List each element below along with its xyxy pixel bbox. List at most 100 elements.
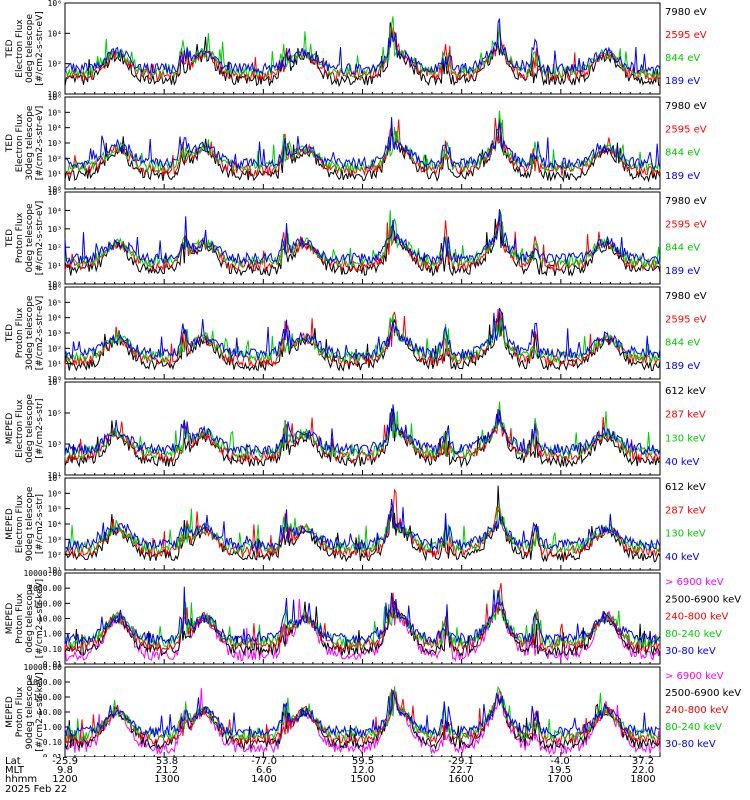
footer-value: -77.0 xyxy=(251,756,277,767)
y-tick-label: 10² xyxy=(48,60,62,69)
footer-value: 1700 xyxy=(547,774,573,785)
trace-240-800-kev xyxy=(64,582,661,653)
y-tick-label: 10⁰ xyxy=(48,185,62,194)
panel-5: 10¹ 10³ 10⁵ 10⁷ MEPED Electron Flux 0deg teles… xyxy=(5,378,706,480)
y-tick-label: 10¹ xyxy=(48,566,62,575)
legend-entry: 30-80 keV xyxy=(665,646,716,657)
y-axis-label: 0deg telescope xyxy=(25,14,35,84)
y-axis-label: [#/cm2-s-str] xyxy=(35,398,45,458)
footer-value: -29.1 xyxy=(448,756,474,767)
legend-entry: 844 eV xyxy=(665,53,700,64)
y-tick-label: 10⁶ xyxy=(48,283,62,292)
y-tick-label: 10⁵ xyxy=(48,108,62,117)
y-axis-label: [#/cm2-s-str] xyxy=(35,494,45,554)
y-tick-label: 10⁵ xyxy=(48,505,62,514)
y-axis-label: 30deg telescope xyxy=(25,105,35,180)
footer-row-hhmm: hhmm 1200 1300 1400 1500 1600 1700 1800 xyxy=(0,775,750,785)
y-tick-label: 10⁴ xyxy=(48,206,62,215)
footer-value: 1200 xyxy=(52,774,78,785)
y-axis-label: MEPED xyxy=(5,603,15,635)
y-tick-label: 10⁰ xyxy=(48,375,62,384)
footer-value: 53.8 xyxy=(155,756,179,767)
footer-value: -25.9 xyxy=(52,756,78,767)
trace--6900-kev xyxy=(64,688,661,755)
panel-1: 10⁰ 10² 10⁴ 10⁶ TED Electron Flux 0deg telesco… xyxy=(5,0,707,99)
y-tick-label: 10⁵ xyxy=(48,409,62,418)
y-tick-label: 10² xyxy=(48,344,62,353)
legend-entry: 287 keV xyxy=(665,505,706,516)
legend-entry: 2500-6900 keV xyxy=(665,688,741,699)
legend-entry: 80-240 keV xyxy=(665,629,722,640)
legend-entry: 130 keV xyxy=(665,529,706,540)
y-axis-label: [#/cm2-s-str-keV] xyxy=(35,579,45,658)
footer-value: 1600 xyxy=(448,774,474,785)
footer-value: 12.0 xyxy=(351,765,375,776)
footer-value: 1500 xyxy=(350,774,376,785)
trace-30-80-kev xyxy=(64,690,661,739)
legend-entry: 2595 eV xyxy=(665,314,707,325)
y-axis-label: TED xyxy=(5,39,15,58)
y-tick-label: 10³ xyxy=(48,329,62,338)
legend-entry: 612 keV xyxy=(665,386,706,397)
trace-40-kev xyxy=(64,498,661,552)
legend-entry: 189 eV xyxy=(665,171,700,182)
trace-612-kev xyxy=(64,407,661,469)
trace-40-kev xyxy=(64,404,661,456)
footer-value: 6.6 xyxy=(256,765,272,776)
trace-189-ev xyxy=(64,18,661,76)
trace-844-ev xyxy=(64,16,661,79)
footer-row-mlt: MLT 9.8 21.2 6.6 12.0 22.7 19.5 22.0 xyxy=(0,766,750,776)
trace-80-240-kev xyxy=(64,589,661,650)
y-axis-label: [#/cm2-s-str-eV] xyxy=(35,201,45,276)
footer-value: 1300 xyxy=(154,774,180,785)
legend-entry: 80-240 keV xyxy=(665,722,722,733)
footer-value: -4.0 xyxy=(550,756,570,767)
y-tick-label: 10³ xyxy=(48,225,62,234)
legend-entry: 2595 eV xyxy=(665,124,707,135)
y-tick-label: 10⁶ xyxy=(48,489,62,498)
legend-entry: 7980 eV xyxy=(665,291,707,302)
footer-value: 22.7 xyxy=(449,765,473,776)
footer-value: 9.8 xyxy=(57,765,73,776)
y-axis-label: Proton Flux xyxy=(15,593,25,644)
y-tick-label: 10¹ xyxy=(48,170,62,179)
legend-entry: 30-80 keV xyxy=(665,739,716,750)
y-axis-label: [#/cm2-s-str-eV] xyxy=(35,296,45,371)
panel-3: 10⁰ 10¹ 10² 10³ 10⁴ 10⁵ TED Proton Flux 0deg tel… xyxy=(5,188,707,289)
legend-entry: 7980 eV xyxy=(665,7,707,18)
y-tick-label: 100.00 xyxy=(33,599,62,608)
legend-entry: 2500-6900 keV xyxy=(665,594,741,605)
trace-287-kev xyxy=(64,488,661,559)
y-tick-label: 100.00 xyxy=(33,693,62,702)
y-tick-label: 10⁴ xyxy=(48,314,62,323)
legend-entry: 2595 eV xyxy=(665,30,707,41)
footer-value: 22.0 xyxy=(631,765,655,776)
y-tick-label: 10¹ xyxy=(48,471,62,480)
y-tick-label: 10³ xyxy=(48,535,62,544)
footer-value: 21.2 xyxy=(155,765,179,776)
y-tick-label: 10000.00 xyxy=(23,663,62,672)
y-tick-label: 10⁰ xyxy=(48,280,62,289)
panel-stack: 10⁰ 10² 10⁴ 10⁶ TED Electron Flux 0deg telesco… xyxy=(5,0,741,757)
footer-row-name: Lat xyxy=(5,756,21,767)
trace-2500-6900-kev xyxy=(64,600,661,657)
trace-189-ev xyxy=(64,117,661,171)
y-axis-label: 90deg telescope xyxy=(25,486,35,561)
y-axis-label: 30deg telescope xyxy=(25,295,35,370)
y-tick-label: 10³ xyxy=(48,440,62,449)
y-tick-label: 10.00 xyxy=(38,615,62,624)
y-tick-label: 1000.00 xyxy=(28,678,62,687)
legend-entry: 844 eV xyxy=(665,148,700,159)
legend-entry: 40 keV xyxy=(665,552,699,563)
y-axis-label: Electron Flux xyxy=(15,113,25,172)
footer-date-row: 2025 Feb 22 xyxy=(0,785,750,795)
y-axis-label: 90deg telescope xyxy=(25,674,35,749)
panel-7: 0.01 0.10 1.00 10.00 100.00 1000.00 10000.00 ME… xyxy=(5,569,741,669)
y-tick-label: 10¹ xyxy=(48,262,62,271)
legend-entry: 612 keV xyxy=(665,482,706,493)
y-tick-label: 0.10 xyxy=(43,738,62,747)
y-axis-label: TED xyxy=(5,229,15,248)
panel-2: 10⁰ 10¹ 10² 10³ 10⁴ 10⁵ 10⁶ TED Electron Flux 30d… xyxy=(5,93,707,194)
y-axis-label: Electron Flux xyxy=(15,399,25,458)
y-axis-label: TED xyxy=(5,134,15,153)
